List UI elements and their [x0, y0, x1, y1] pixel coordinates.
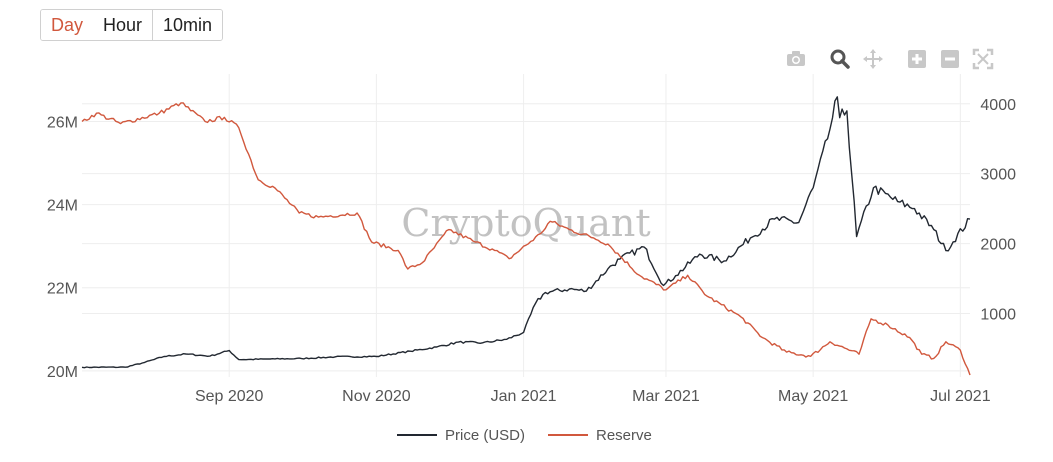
legend: Price (USD) Reserve: [397, 427, 652, 444]
zoom-out-icon[interactable]: [937, 46, 963, 72]
interval-tabs: Day Hour 10min: [40, 9, 224, 41]
autoscale-icon[interactable]: [970, 46, 996, 72]
tab-10min[interactable]: 10min: [153, 10, 223, 40]
tab-hour[interactable]: Hour: [93, 10, 154, 40]
camera-icon[interactable]: [783, 46, 809, 72]
tab-day[interactable]: Day: [41, 10, 95, 40]
y-right-tick-label: 2000: [980, 237, 1016, 254]
y-left-tick-label: 20M: [47, 364, 78, 381]
y-left-tick-label: 22M: [47, 281, 78, 298]
x-tick-label: May 2021: [778, 388, 848, 405]
legend-price-label: Price (USD): [445, 427, 525, 444]
price-line: [81, 96, 971, 369]
y-left-tick-label: 26M: [47, 115, 78, 132]
y-right-tick-label: 1000: [980, 306, 1016, 323]
series-lines: [81, 96, 971, 376]
zoom-in-icon[interactable]: [904, 46, 930, 72]
y-right-tick-label: 4000: [980, 97, 1016, 114]
reserve-line: [81, 102, 971, 376]
x-tick-label: Jul 2021: [930, 388, 991, 405]
chart-modebar: [0, 46, 1053, 74]
x-tick-label: Mar 2021: [632, 388, 700, 405]
x-tick-label: Sep 2020: [195, 388, 264, 405]
y-left-tick-label: 24M: [47, 198, 78, 215]
zoom-icon[interactable]: [827, 46, 853, 72]
watermark: CryptoQuant: [401, 201, 650, 245]
grid-lines: [82, 74, 970, 377]
pan-icon[interactable]: [860, 46, 886, 72]
y-right-tick-label: 3000: [980, 167, 1016, 184]
axis-ticks: Sep 2020 Nov 2020 Jan 2021 Mar 2021 May 2021…: [47, 97, 1016, 405]
x-tick-label: Nov 2020: [342, 388, 411, 405]
x-tick-label: Jan 2021: [491, 388, 557, 405]
legend-reserve-label: Reserve: [596, 427, 652, 444]
